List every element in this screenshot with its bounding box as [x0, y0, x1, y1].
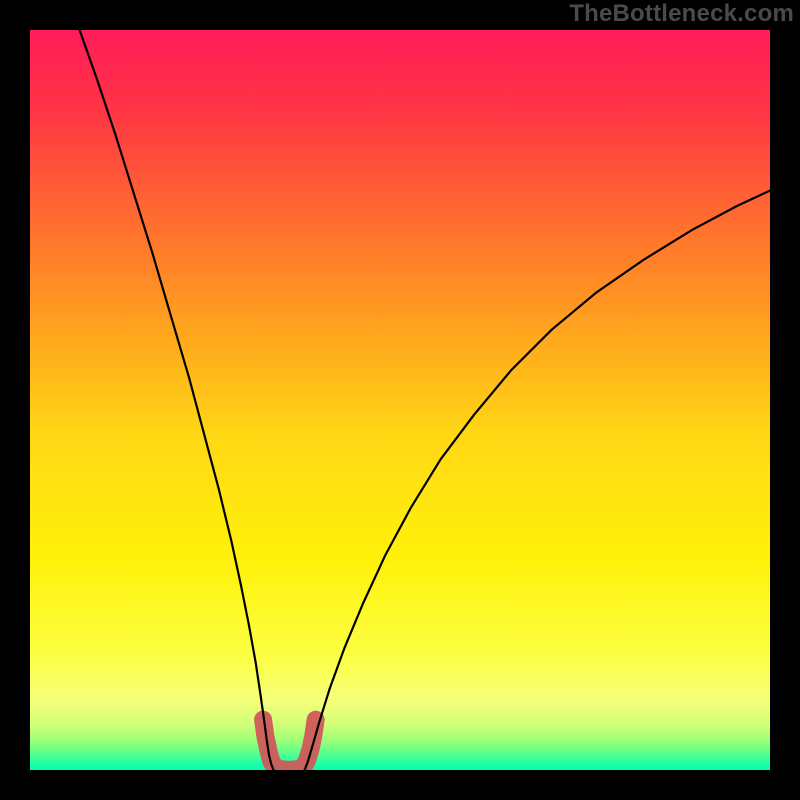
- chart-frame: TheBottleneck.com: [0, 0, 800, 800]
- watermark-text: TheBottleneck.com: [569, 0, 794, 28]
- right-curve: [305, 191, 770, 770]
- chart-overlay-svg: [0, 0, 800, 800]
- left-curve: [80, 30, 274, 770]
